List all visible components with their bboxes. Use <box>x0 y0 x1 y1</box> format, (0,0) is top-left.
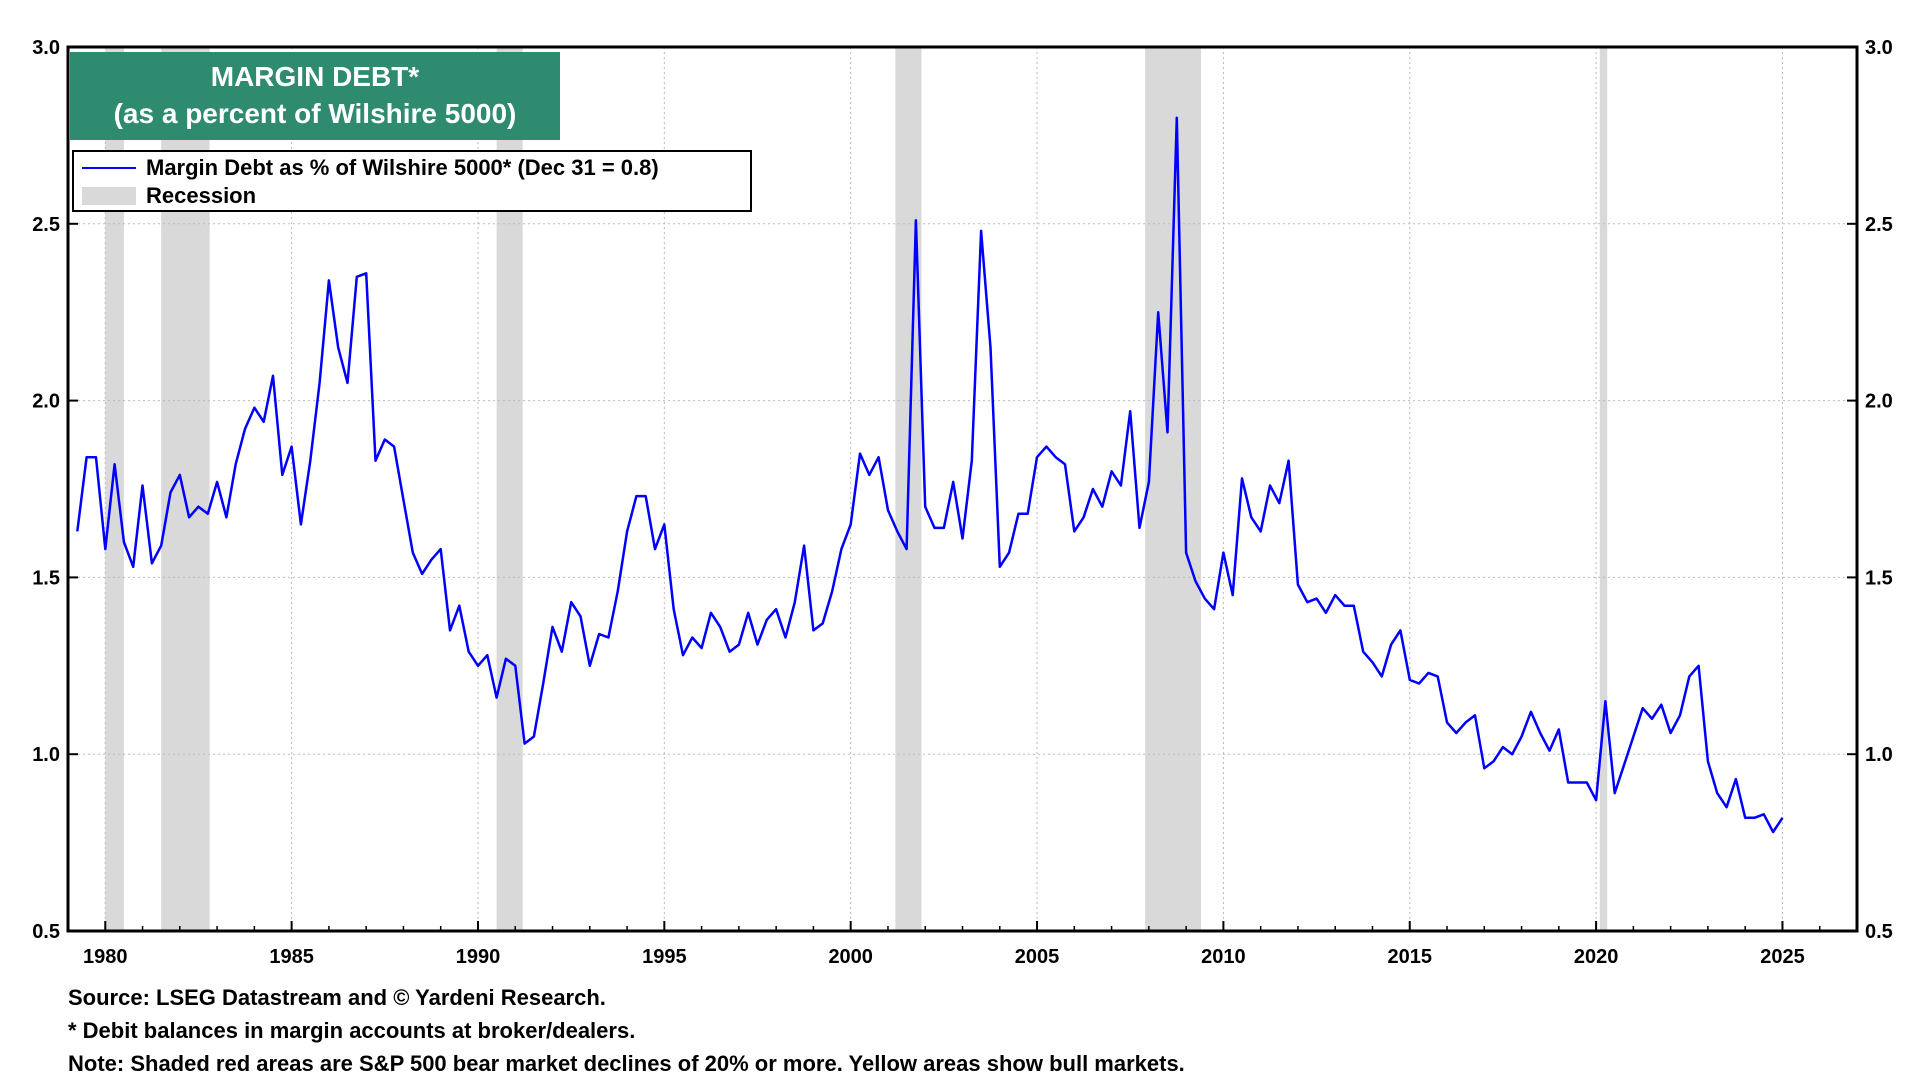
x-tick-label: 1995 <box>642 946 687 968</box>
y-axis: 0.5 0.5 1.0 1.0 1.5 1.5 2.0 2.0 2.5 2.5 3.0 3.0 <box>32 37 1893 943</box>
y-tick-label-right: 3.0 <box>1865 37 1893 59</box>
x-tick-label: 2000 <box>828 946 873 968</box>
y-tick-label-right: 0.5 <box>1865 921 1893 943</box>
x-tick-label: 2015 <box>1388 946 1433 968</box>
x-axis: 1980 1985 1990 1995 2000 2005 2010 2015 2020 2025 <box>67 921 1858 968</box>
x-tick-label: 1980 <box>83 946 128 968</box>
chart-title-box: MARGIN DEBT* (as a percent of Wilshire 5… <box>70 52 560 140</box>
legend-recession-swatch <box>82 187 136 205</box>
y-tick-label-left: 0.5 <box>32 921 60 943</box>
x-tick-label: 1985 <box>269 946 314 968</box>
y-tick-label-right: 2.0 <box>1865 391 1893 413</box>
y-tick-label-left: 2.0 <box>32 391 60 413</box>
footnote-shading: Note: Shaded red areas are S&P 500 bear … <box>68 1051 1185 1076</box>
grid-lines <box>68 47 1857 931</box>
recession-bands <box>105 47 1608 931</box>
y-tick-label-left: 1.0 <box>32 744 60 766</box>
y-tick-label-right: 2.5 <box>1865 214 1893 236</box>
recession-band <box>1599 47 1608 931</box>
legend: Margin Debt as % of Wilshire 5000* (Dec … <box>72 150 752 212</box>
legend-item-series: Margin Debt as % of Wilshire 5000* (Dec … <box>74 154 659 182</box>
x-tick-label: 1990 <box>456 946 501 968</box>
x-tick-label: 2025 <box>1760 946 1805 968</box>
recession-band <box>105 47 124 931</box>
x-tick-label: 2020 <box>1574 946 1619 968</box>
chart-subtitle: (as a percent of Wilshire 5000) <box>113 98 517 129</box>
legend-item-recession: Recession <box>74 182 256 210</box>
series-line <box>76 116 1784 834</box>
x-tick-label: 2005 <box>1015 946 1060 968</box>
source-note: Source: LSEG Datastream and © Yardeni Re… <box>68 985 606 1010</box>
chart-title: MARGIN DEBT* <box>210 61 420 92</box>
y-tick-label-left: 3.0 <box>32 37 60 59</box>
legend-series-label: Margin Debt as % of Wilshire 5000* (Dec … <box>146 155 659 180</box>
series-layer <box>76 116 1784 834</box>
y-tick-label-left: 2.5 <box>32 214 60 236</box>
y-tick-label-right: 1.0 <box>1865 744 1893 766</box>
x-tick-label: 2010 <box>1201 946 1246 968</box>
footnote-debit: * Debit balances in margin accounts at b… <box>68 1018 636 1043</box>
recession-band <box>1145 47 1202 931</box>
y-tick-label-right: 1.5 <box>1865 567 1893 589</box>
legend-recession-label: Recession <box>146 183 257 208</box>
legend-series-swatch <box>82 167 136 169</box>
y-tick-label-left: 1.5 <box>32 567 60 589</box>
